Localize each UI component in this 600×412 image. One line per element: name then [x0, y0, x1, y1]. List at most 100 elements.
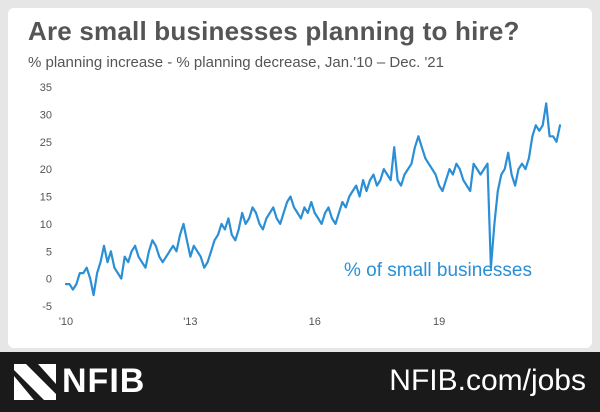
data-point [493, 223, 496, 225]
data-point [279, 223, 282, 225]
data-point [310, 201, 313, 203]
series-line [64, 102, 562, 297]
data-point [193, 245, 195, 247]
data-point [545, 102, 547, 105]
data-point [445, 179, 447, 181]
data-point [144, 266, 147, 269]
data-point [338, 212, 340, 214]
data-point [275, 217, 278, 220]
data-point [120, 277, 123, 280]
data-point [462, 179, 465, 181]
data-point [127, 261, 129, 264]
data-point [372, 173, 375, 176]
data-point [331, 217, 333, 220]
data-point [369, 179, 371, 181]
data-point [151, 239, 154, 242]
data-point [255, 212, 257, 214]
y-tick-label: 35 [40, 82, 52, 94]
nfib-logo-icon [14, 364, 56, 400]
data-point [68, 283, 71, 285]
data-point [269, 212, 271, 214]
data-point [168, 250, 171, 253]
data-point [227, 217, 230, 220]
data-point [455, 162, 458, 165]
data-point [172, 245, 174, 247]
data-point [289, 195, 292, 198]
data-point [72, 288, 74, 291]
data-point [175, 250, 178, 253]
data-point [334, 223, 337, 225]
y-tick-label: 10 [40, 219, 52, 231]
y-tick-label: 0 [46, 274, 52, 286]
site-link[interactable]: NFIB.com/jobs [389, 364, 586, 397]
chart-card [8, 8, 592, 348]
data-point [362, 179, 364, 181]
data-point [379, 179, 382, 181]
data-point [438, 184, 440, 187]
data-point [134, 245, 136, 247]
data-point [103, 245, 105, 247]
data-point [403, 173, 406, 176]
data-point [552, 135, 554, 138]
data-point [106, 261, 109, 264]
data-point [503, 168, 506, 170]
data-point [389, 179, 392, 181]
data-point [231, 234, 233, 236]
data-point [345, 206, 347, 209]
data-point [465, 184, 468, 187]
data-point [348, 195, 351, 198]
data-point [365, 190, 368, 192]
data-point [234, 239, 237, 242]
data-point [282, 212, 285, 214]
data-point [407, 168, 409, 170]
data-point [248, 217, 250, 220]
data-point [510, 173, 513, 176]
data-point [452, 173, 454, 176]
data-point [213, 239, 216, 242]
data-point [258, 223, 261, 225]
data-point [541, 124, 544, 127]
chart-subtitle: % planning increase - % planning decreas… [28, 54, 444, 71]
data-point [251, 206, 254, 209]
data-point [538, 130, 541, 132]
data-point [89, 277, 91, 280]
data-point [341, 201, 344, 203]
data-point [206, 261, 209, 264]
data-point [186, 239, 188, 242]
data-point [224, 228, 226, 231]
x-tick-label: '13 [183, 316, 197, 328]
x-tick-label: 19 [433, 316, 445, 328]
data-point [117, 272, 119, 274]
data-point [203, 266, 205, 269]
data-point [376, 184, 378, 187]
data-point [179, 234, 181, 236]
data-point [307, 212, 309, 214]
y-tick-label: 30 [40, 109, 52, 121]
data-point [196, 250, 199, 253]
data-point [96, 272, 98, 274]
data-point [82, 272, 85, 274]
data-point [479, 173, 482, 176]
data-point [92, 294, 95, 296]
data-point [431, 168, 434, 170]
y-tick-label: 15 [40, 192, 52, 204]
data-point [483, 168, 485, 170]
nfib-logo-text: NFIB [62, 362, 146, 400]
data-point [99, 261, 102, 264]
data-point [448, 168, 451, 170]
data-point [351, 190, 354, 192]
data-point [469, 190, 472, 192]
data-point [158, 255, 161, 258]
data-point [199, 255, 202, 258]
data-point [300, 217, 302, 220]
data-point [417, 135, 420, 138]
data-point [358, 195, 361, 198]
data-point [320, 223, 323, 225]
data-point [182, 223, 185, 225]
x-tick-label: '10 [59, 316, 73, 328]
data-point [165, 255, 167, 258]
data-point [500, 173, 503, 176]
data-point [459, 168, 461, 170]
data-point [355, 184, 358, 187]
y-tick-label: 5 [46, 246, 52, 258]
